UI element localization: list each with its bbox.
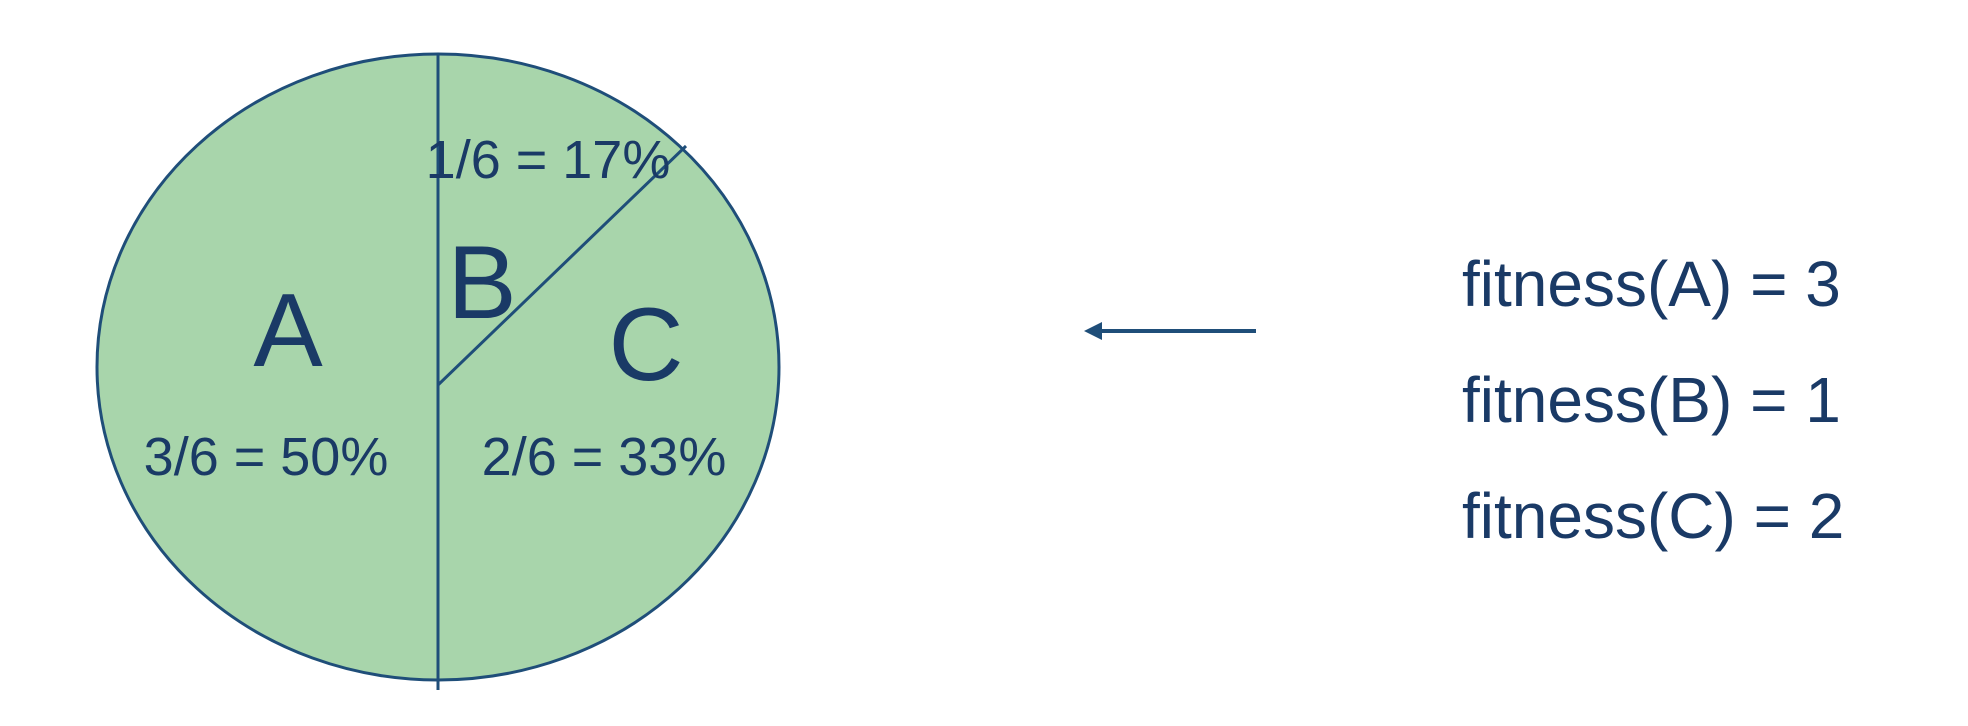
arrow-head-icon bbox=[1084, 322, 1102, 340]
fitness-b-text: fitness(B) = 1 bbox=[1462, 364, 1841, 436]
segment-a-label: A bbox=[253, 273, 323, 389]
fitness-c-text: fitness(C) = 2 bbox=[1462, 480, 1845, 552]
fitness-a-text: fitness(A) = 3 bbox=[1462, 248, 1841, 320]
segment-b-fraction: 1/6 = 17% bbox=[426, 130, 671, 190]
segment-c-fraction: 2/6 = 33% bbox=[482, 427, 727, 487]
segment-c-label: C bbox=[608, 287, 683, 403]
segment-b-label: B bbox=[447, 225, 516, 341]
fitness-list: fitness(A) = 3 fitness(B) = 1 fitness(C)… bbox=[1462, 226, 1844, 574]
divider-b-c-line bbox=[436, 144, 688, 387]
segment-a-fraction: 3/6 = 50% bbox=[144, 427, 389, 487]
